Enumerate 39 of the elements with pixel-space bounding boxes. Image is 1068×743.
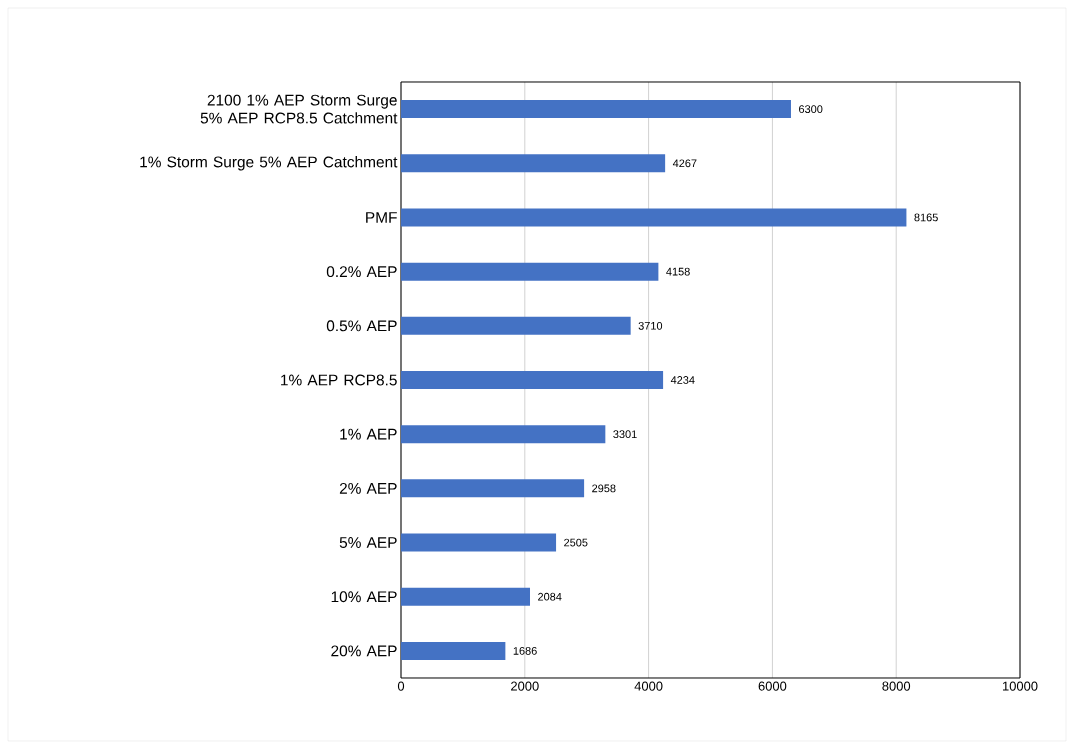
y-tick-label: 10% AEP	[331, 591, 397, 603]
bar	[401, 208, 907, 227]
x-tick-label: 8000	[882, 681, 911, 691]
y-tick-label: 1% AEP	[340, 428, 397, 440]
y-tick-label: 1% Storm Surge 5% AEP Catchment	[140, 156, 398, 171]
y-tick-label: 5% AEP	[339, 537, 397, 548]
data-label: 4158	[666, 267, 690, 276]
x-tick-label: 2000	[511, 681, 539, 691]
bar	[401, 370, 664, 389]
bar	[401, 587, 531, 606]
x-tick-label: 6000	[758, 681, 787, 691]
data-label: 1686	[513, 647, 537, 655]
bar	[401, 533, 557, 552]
data-label: 3301	[613, 430, 637, 439]
data-label: 4234	[670, 376, 695, 384]
bar	[401, 425, 606, 444]
x-tick-label: 10000	[1002, 681, 1038, 691]
data-label: 3710	[638, 321, 663, 330]
x-tick-label: 4000	[634, 681, 663, 691]
y-tick-label: 2% AEP	[339, 482, 397, 494]
data-label: 2084	[538, 592, 562, 601]
y-tick-label: 20% AEP	[331, 645, 397, 657]
y-tick-label: 0.5% AEP	[326, 320, 397, 332]
bar	[401, 262, 659, 281]
y-tick-label: PMF	[366, 212, 397, 223]
bar	[401, 316, 631, 335]
y-tick-label: 2100 1% AEP Storm Surge 5% AEP RCP8.5 Catchment	[200, 94, 398, 124]
data-label: 2958	[592, 484, 616, 493]
y-tick-label: 0.2% AEP	[326, 266, 397, 278]
data-label: 2505	[564, 538, 588, 547]
data-label: 4267	[672, 159, 697, 168]
data-label: 8165	[914, 213, 938, 222]
bar	[401, 479, 585, 498]
y-tick-label: 1% AEP RCP8.5	[281, 374, 397, 386]
bar	[401, 100, 791, 119]
x-tick-label: 0	[397, 681, 405, 691]
bar	[401, 154, 666, 173]
bar	[401, 641, 506, 660]
data-label: 6300	[799, 105, 823, 113]
